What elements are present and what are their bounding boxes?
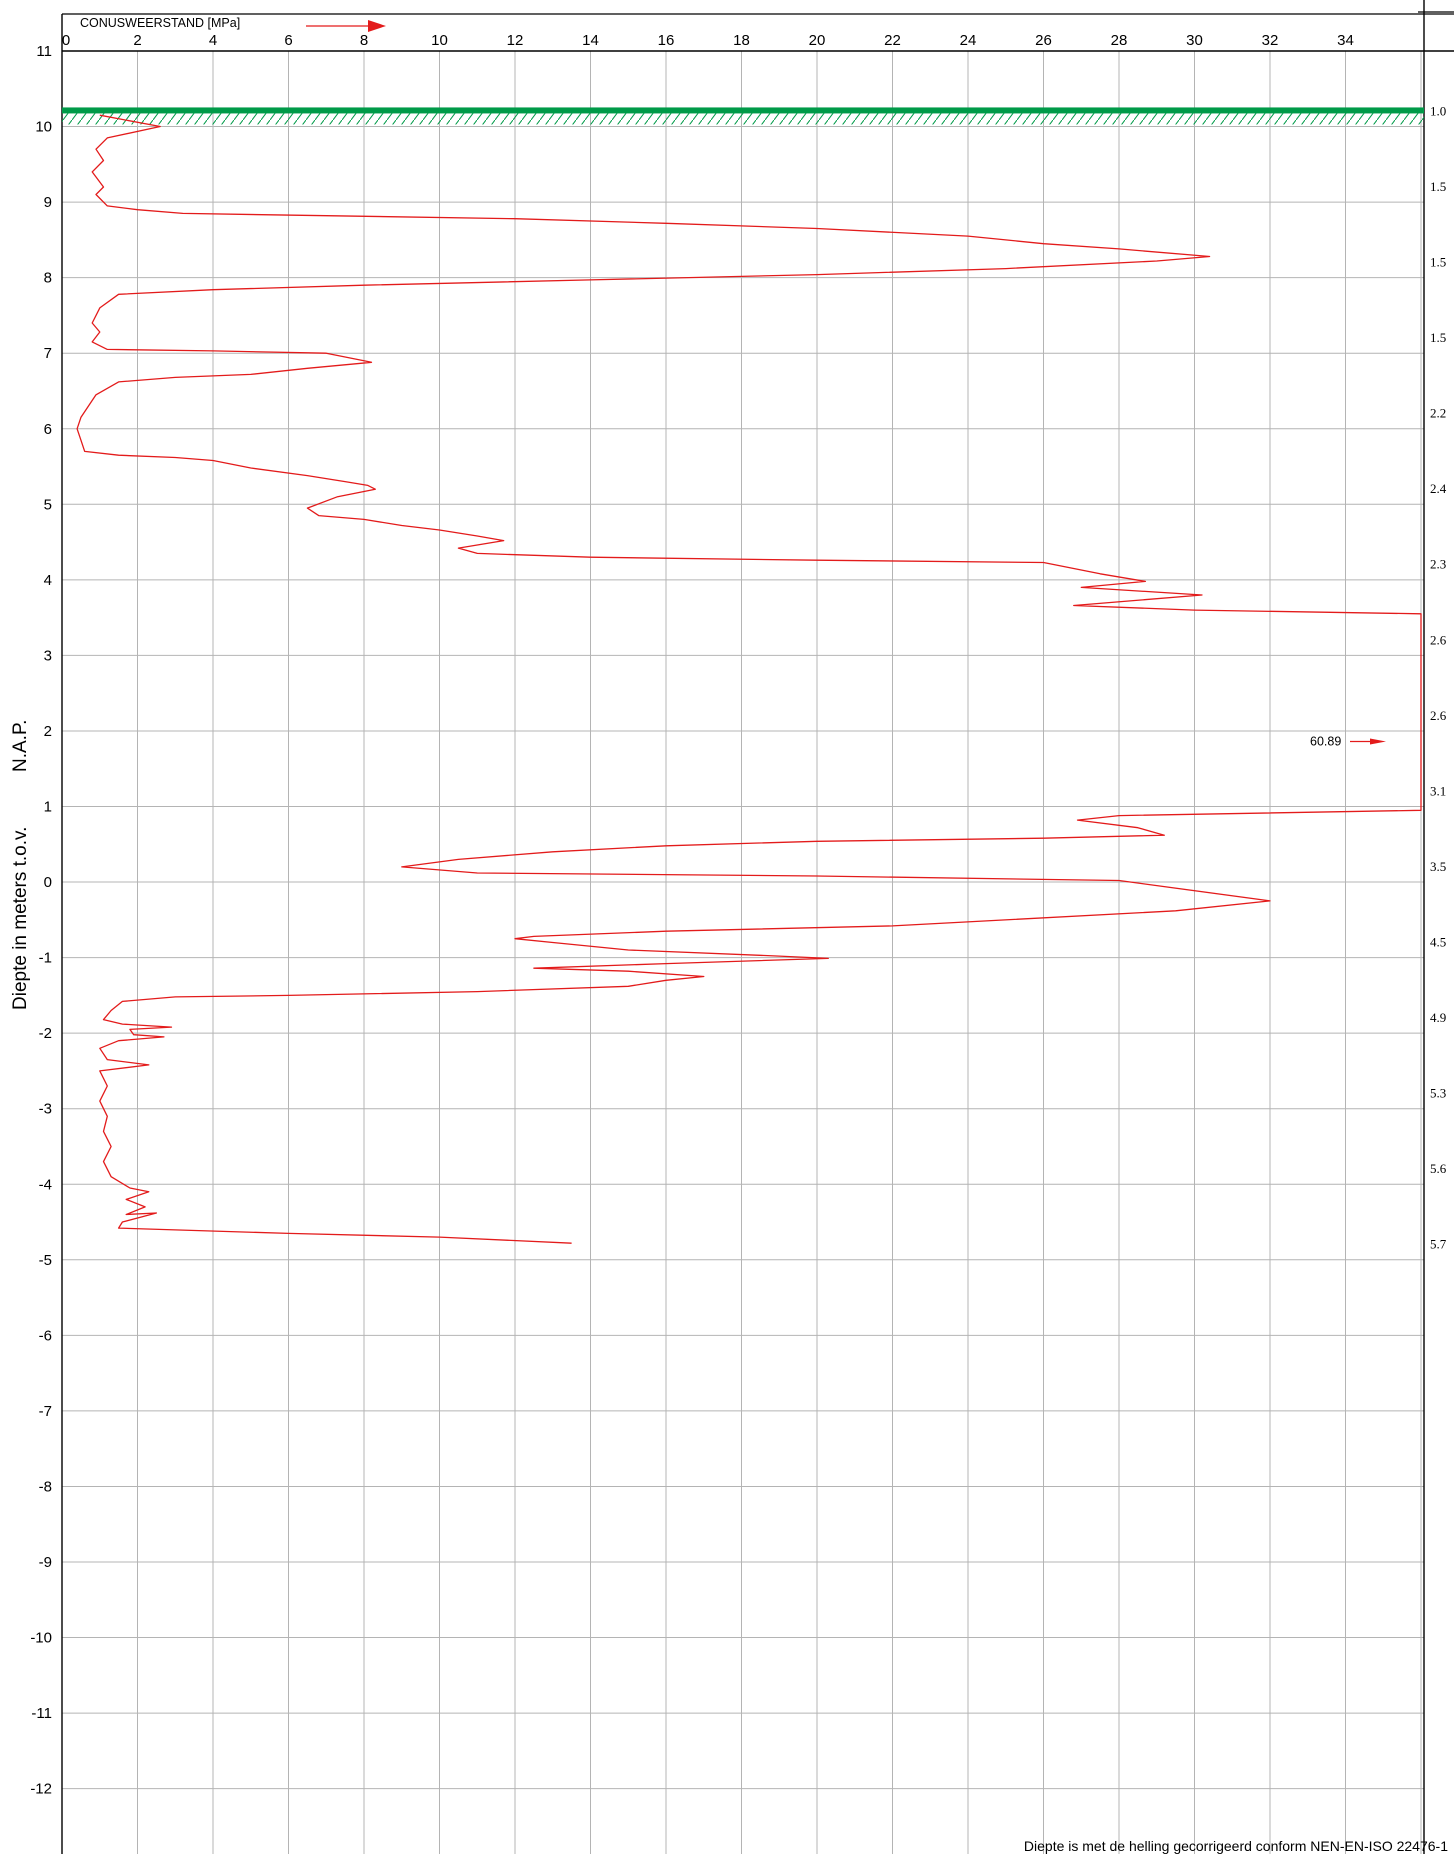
right-column-label: 5.3 [1430, 1086, 1446, 1101]
y-tick-label: -12 [30, 1781, 52, 1798]
y-axis-title: Diepte in meters t.o.v. [10, 827, 31, 1010]
y-tick-label: -4 [39, 1176, 52, 1193]
y-tick-label: 8 [44, 270, 52, 287]
right-column-label: 2.2 [1430, 406, 1446, 421]
series-group [76, 114, 1422, 1244]
x-tick-label: 24 [960, 32, 977, 49]
y-tick-label: 0 [44, 874, 52, 891]
cone-resistance-line [76, 114, 1422, 1244]
right-column-label: 3.5 [1430, 859, 1446, 874]
y-tick-label: 2 [44, 723, 52, 740]
right-column-label: 5.7 [1430, 1237, 1447, 1252]
x-tick-label: 4 [209, 32, 217, 49]
x-tick-label: 6 [284, 32, 292, 49]
right-column-labels: 1.0 1.5 1.5 1.5 2.2 2.4 2.3 2.6 2.6 3.1 3.5 4.5 4.9 5… [1430, 103, 1447, 1251]
right-column-label: 4.5 [1430, 934, 1446, 949]
y-axis-title-datum: N.A.P. [10, 720, 31, 772]
y-tick-label: 1 [44, 799, 52, 816]
x-tick-label: 20 [809, 32, 826, 49]
right-column-label: 5.6 [1430, 1161, 1447, 1176]
right-column-label: 1.5 [1430, 255, 1446, 270]
x-tick-label: 10 [431, 32, 448, 49]
y-tick-label: 9 [44, 194, 52, 211]
y-tick-label: 3 [44, 647, 52, 664]
ground-level-bar [62, 107, 1424, 114]
chart-title: CONUSWEERSTAND [MPa] [80, 16, 240, 30]
y-tick-label: -3 [39, 1101, 52, 1118]
ground-level-hatch [62, 113, 1424, 125]
ground-surface-marker [62, 107, 1424, 125]
y-tick-label: -11 [31, 1705, 52, 1722]
x-tick-label: 32 [1262, 32, 1279, 49]
off-scale-value-label: 60.89 [1310, 735, 1341, 749]
x-tick-label: 12 [507, 32, 524, 49]
grid-lines [61, 50, 1424, 1854]
y-tick-label: 4 [44, 572, 52, 589]
x-tick-label: 26 [1035, 32, 1052, 49]
right-column-label: 2.4 [1430, 481, 1447, 496]
y-tick-label: -10 [30, 1630, 52, 1647]
right-column-label: 3.1 [1430, 783, 1446, 798]
x-tick-label: 0 [62, 32, 70, 49]
y-tick-label: -5 [39, 1252, 52, 1269]
right-column-label: 1.5 [1430, 330, 1446, 345]
right-column-label: 4.9 [1430, 1010, 1446, 1025]
depth-correction-note: Diepte is met de helling gecorrigeerd co… [1024, 1838, 1448, 1854]
x-tick-label: 18 [733, 32, 750, 49]
y-tick-label: 7 [44, 345, 52, 362]
x-tick-label: 8 [360, 32, 368, 49]
y-tick-label: -6 [39, 1327, 52, 1344]
right-column-label: 1.5 [1430, 179, 1446, 194]
x-tick-label: 16 [658, 32, 675, 49]
y-tick-label: -1 [39, 950, 52, 967]
x-tick-labels: 0 2 4 6 8 10 12 14 16 18 20 22 24 26 28 30 32 34 [62, 32, 1354, 49]
plot-frame [61, 0, 1454, 1854]
y-tick-label: -7 [39, 1403, 52, 1420]
x-tick-label: 2 [133, 32, 141, 49]
y-tick-labels: 11109876543210-1-2-3-4-5-6-7-8-9-10-11-1… [30, 43, 52, 1798]
right-column-label: 2.3 [1430, 557, 1446, 572]
title-arrow-head [368, 20, 386, 32]
right-column-label: 2.6 [1430, 632, 1447, 647]
x-tick-label: 22 [884, 32, 901, 49]
y-tick-label: 11 [36, 43, 52, 60]
x-tick-label: 28 [1111, 32, 1128, 49]
off-scale-arrow-head [1370, 738, 1386, 745]
y-tick-label: 5 [44, 496, 52, 513]
y-tick-label: -2 [39, 1025, 52, 1042]
y-tick-label: 10 [35, 119, 52, 136]
y-tick-label: -8 [39, 1478, 52, 1495]
right-column-label: 1.0 [1430, 103, 1446, 118]
x-tick-label: 30 [1186, 32, 1203, 49]
y-tick-label: -9 [39, 1554, 52, 1571]
y-tick-label: 6 [44, 421, 52, 438]
x-tick-label: 34 [1337, 32, 1354, 49]
x-tick-label: 14 [582, 32, 599, 49]
right-column-label: 2.6 [1430, 708, 1447, 723]
